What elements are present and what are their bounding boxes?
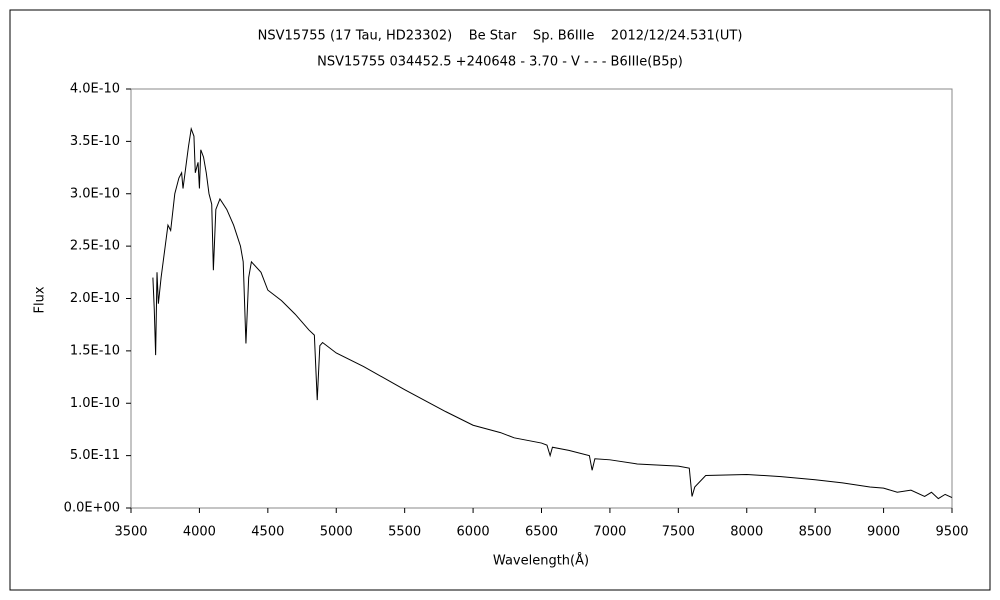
x-tick-label: 5000 [320,525,353,540]
x-tick-label: 4500 [251,525,284,540]
y-tick-label: 1.0E-10 [70,396,120,411]
chart-frame [9,9,991,591]
y-tick-label: 5.0E-11 [70,448,120,463]
chart-title: NSV15755 (17 Tau, HD23302) Be Star Sp. B… [258,29,743,44]
y-tick-label: 0.0E+00 [64,501,120,516]
x-tick-label: 6000 [457,525,490,540]
x-tick-label: 4000 [183,525,216,540]
y-tick-label: 4.0E-10 [70,82,120,97]
chart-subtitle: NSV15755 034452.5 +240648 - 3.70 - V - -… [317,55,683,70]
y-tick-label: 2.5E-10 [70,239,120,254]
x-tick-label: 8500 [799,525,832,540]
x-axis-label: Wavelength(Å) [493,553,589,569]
x-tick-label: 7500 [662,525,695,540]
x-tick-label: 6500 [525,525,558,540]
x-tick-label: 5500 [388,525,421,540]
spectrum-line [152,126,953,500]
y-tick-label: 1.5E-10 [70,343,120,358]
x-tick-label: 9500 [935,525,968,540]
y-axis-label: Flux [33,286,48,313]
x-tick-label: 8000 [730,525,763,540]
y-tick-label: 3.0E-10 [70,186,120,201]
y-tick-label: 2.0E-10 [70,291,120,306]
x-tick-label: 7000 [593,525,626,540]
y-tick-label: 3.5E-10 [70,134,120,149]
x-tick-label: 9000 [867,525,900,540]
x-tick-label: 3500 [114,525,147,540]
